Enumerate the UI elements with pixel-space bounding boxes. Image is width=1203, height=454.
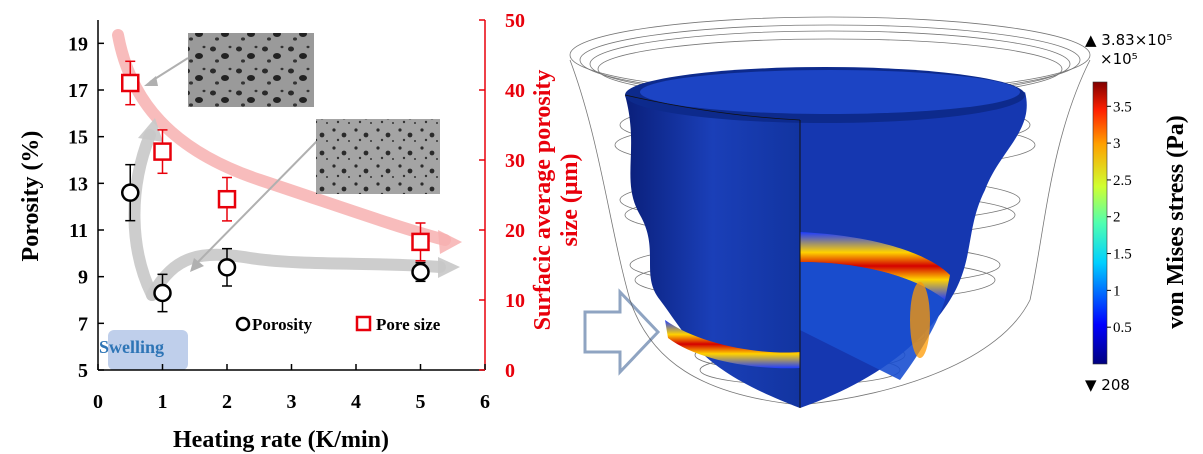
right-y-tick-label-4: 40 [505,80,525,102]
micrograph-2-pointer [195,139,319,265]
colorbar-tick-label-3: 2 [1113,210,1121,226]
legend-pore-size-marker [355,315,372,332]
x-tick-label-5: 5 [416,391,426,413]
right-y-tick-label-1: 10 [505,290,525,312]
colorbar: ▲ 3.83×10⁵ ×10⁵ 3.5 3 2.5 2 1.5 1 0.5 ▼ 208 vo… [1085,31,1189,394]
porosity-point-1 [153,283,172,303]
x-tick-label-0: 0 [93,391,103,413]
left-y-tick-label-2: 9 [78,267,88,289]
swelling-label: Swelling [99,337,164,357]
x-tick-label-3: 3 [287,391,297,413]
left-y-ticks: 5 7 9 11 13 15 17 19 [68,33,104,382]
x-tick-label-6: 6 [480,391,490,413]
micrograph-2-pointer-head [190,258,204,272]
swelling-zone [108,330,188,370]
pore-size-trend-arrowhead [438,230,462,254]
stress-simulation-render [569,16,1091,408]
colorbar-tick-label-1: 3 [1113,136,1121,152]
left-y-tick-label-6: 17 [68,80,88,102]
x-ticks: 0 1 2 3 4 5 6 [93,364,490,413]
porosity-point-3 [411,262,430,282]
x-tick-label-4: 4 [351,391,361,413]
colorbar-min-label: ▼ 208 [1085,376,1130,394]
pore-size-point-3 [411,232,430,252]
right-y-axis-label-line2: size (μm) [557,154,583,247]
porosity-point-0 [121,183,140,202]
colorbar-ticks: 3.5 3 2.5 2 1.5 1 0.5 [1107,99,1132,336]
left-y-tick-label-3: 11 [69,220,88,242]
micrograph-fast-heating [316,119,440,194]
legend-porosity-label: Porosity [252,315,313,334]
porosity-trend-arrowhead-up [138,118,163,142]
left-y-tick-label-4: 13 [68,173,88,195]
micrograph-slow-heating [188,33,314,107]
left-y-tick-label-7: 19 [68,33,88,55]
x-axis-label: Heating rate (K/min) [173,427,389,453]
colorbar-title: von Mises stress (Pa) [1163,115,1189,329]
colorbar-gradient [1092,81,1108,365]
porosity-point-2 [217,258,237,277]
left-y-tick-label-5: 15 [68,127,88,149]
legend: Porosity Pore size [235,315,441,334]
legend-pore-size-label: Pore size [376,315,441,334]
left-y-tick-label-1: 7 [78,313,88,335]
colorbar-tick-label-6: 0.5 [1113,320,1132,336]
pore-size-point-0 [121,73,140,93]
porosity-trend-arrow-right [146,248,446,301]
left-y-axis-label: Porosity (%) [18,131,44,262]
pore-size-point-1 [153,142,172,161]
right-y-ticks: 0 10 20 30 40 50 [479,10,525,382]
colorbar-multiplier: ×10⁵ [1100,50,1138,68]
colorbar-tick-label-2: 2.5 [1113,173,1132,189]
data-series [121,60,430,313]
left-y-tick-label-0: 5 [78,360,88,382]
right-y-tick-label-0: 0 [505,360,515,382]
colorbar-tick-label-4: 1.5 [1113,247,1132,263]
pore-size-point-2 [217,189,237,209]
porosity-trend-arrow [128,129,158,301]
right-y-tick-label-5: 50 [505,10,525,32]
colorbar-tick-label-5: 1 [1113,283,1121,299]
transition-arrow-icon [583,288,661,376]
porosity-chart: Swelling 0 1 2 3 4 5 6 5 7 9 11 13 15 17 19 0 10 20 30 40… [18,10,583,453]
colorbar-tick-label-0: 3.5 [1113,99,1132,115]
x-tick-label-2: 2 [222,391,232,413]
right-y-tick-label-3: 30 [505,150,525,172]
porosity-trend-arrowhead-right [438,257,460,278]
right-y-tick-label-2: 20 [505,220,525,242]
legend-porosity-marker [235,316,251,332]
right-y-axis-label-line1: Surfacic average porosity [530,70,556,331]
colorbar-max-label: ▲ 3.83×10⁵ [1085,31,1172,49]
x-tick-label-1: 1 [158,391,168,413]
micrograph-1-pointer-head [144,76,158,86]
